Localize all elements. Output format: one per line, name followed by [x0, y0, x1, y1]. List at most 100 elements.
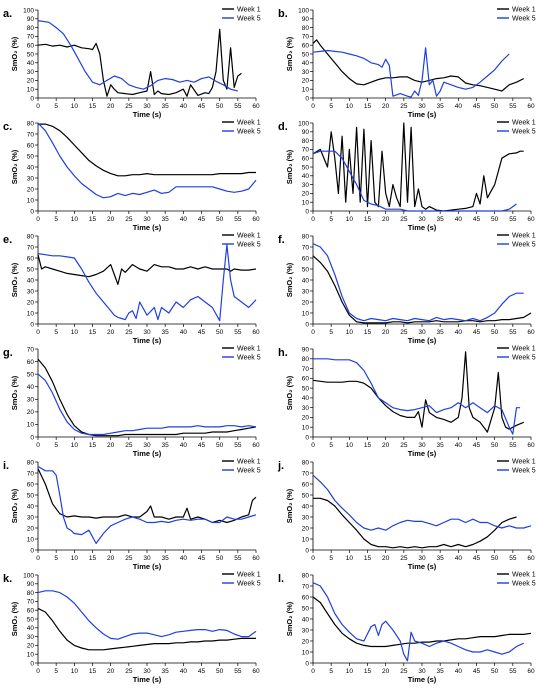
y-tick-label: 0	[30, 660, 34, 667]
x-tick-label: 25	[400, 442, 408, 449]
y-tick-label: 70	[27, 346, 35, 353]
panel-label: c.	[3, 121, 12, 133]
legend-label: Week 1	[237, 459, 261, 466]
y-tick-label: 0	[30, 321, 34, 328]
x-tick-label: 15	[364, 216, 372, 223]
legend-label: Week 5	[237, 242, 261, 249]
y-tick-label: 10	[302, 649, 310, 656]
y-tick-label: 40	[27, 503, 35, 510]
y-tick-label: 70	[302, 147, 310, 154]
y-tick-label: 50	[302, 266, 310, 273]
y-tick-label: 70	[302, 34, 310, 41]
y-tick-label: 20	[302, 525, 310, 532]
series-line-week-1	[312, 351, 524, 433]
x-tick-label: 20	[382, 442, 390, 449]
y-tick-label: 60	[27, 608, 35, 615]
series-line-week-1	[38, 123, 256, 177]
y-tick-label: 0	[30, 208, 34, 215]
y-tick-label: 20	[302, 638, 310, 645]
x-tick-label: 10	[71, 668, 79, 675]
y-tick-label: 10	[302, 310, 310, 317]
x-tick-label: 30	[143, 216, 151, 223]
y-tick-label: 90	[27, 16, 35, 23]
y-tick-label: 0	[30, 434, 34, 441]
series-line-week-5	[312, 150, 517, 212]
y-axis-title: SmO₂ (%)	[10, 262, 19, 297]
x-tick-label: 45	[473, 329, 481, 336]
x-tick-label: 45	[198, 216, 206, 223]
x-tick-label: 10	[71, 216, 79, 223]
x-tick-label: 35	[162, 555, 170, 562]
x-tick-label: 40	[180, 329, 188, 336]
x-axis-title: Time (s)	[408, 449, 437, 458]
x-tick-label: 25	[400, 668, 408, 675]
y-tick-label: 20	[27, 78, 35, 85]
x-tick-label: 10	[346, 442, 354, 449]
panel-label: g.	[3, 347, 13, 359]
legend-label: Week 1	[512, 346, 536, 353]
y-axis-title: SmO₂ (%)	[285, 488, 294, 523]
x-tick-label: 0	[36, 442, 40, 449]
panel-label: h.	[278, 347, 288, 359]
panel-label: l.	[278, 573, 284, 585]
x-tick-label: 15	[89, 442, 97, 449]
legend-label: Week 1	[237, 233, 261, 240]
y-axis-title: SmO₂ (%)	[10, 601, 19, 636]
x-tick-label: 0	[36, 555, 40, 562]
x-tick-label: 5	[329, 668, 333, 675]
x-tick-label: 20	[382, 555, 390, 562]
y-tick-label: 20	[27, 299, 35, 306]
x-tick-label: 30	[418, 555, 426, 562]
y-tick-label: 10	[27, 652, 35, 659]
x-tick-label: 25	[400, 329, 408, 336]
x-tick-label: 50	[216, 555, 224, 562]
y-tick-label: 20	[27, 525, 35, 532]
legend-label: Week 1	[237, 120, 261, 127]
legend-label: Week 5	[512, 468, 536, 475]
x-tick-label: 45	[198, 668, 206, 675]
x-tick-label: 55	[234, 216, 242, 223]
x-tick-label: 5	[54, 668, 58, 675]
legend-label: Week 1	[512, 120, 536, 127]
y-tick-label: 50	[27, 492, 35, 499]
x-tick-label: 30	[143, 668, 151, 675]
y-tick-label: 60	[302, 255, 310, 262]
series-line-week-5	[37, 590, 257, 640]
x-tick-label: 5	[329, 442, 333, 449]
x-tick-label: 25	[125, 442, 133, 449]
y-tick-label: 80	[27, 459, 35, 466]
x-tick-label: 30	[418, 668, 426, 675]
y-tick-label: 0	[305, 321, 309, 328]
x-tick-label: 35	[162, 442, 170, 449]
x-tick-label: 30	[418, 216, 426, 223]
y-axis-title: SmO₂ (%)	[10, 36, 19, 71]
x-tick-label: 60	[252, 329, 260, 336]
panel-label: b.	[278, 8, 288, 20]
x-tick-label: 0	[311, 668, 315, 675]
x-tick-label: 0	[36, 216, 40, 223]
y-tick-label: 50	[302, 605, 310, 612]
x-tick-label: 10	[71, 442, 79, 449]
y-tick-label: 0	[305, 208, 309, 215]
y-tick-label: 30	[27, 288, 35, 295]
y-tick-label: 70	[27, 470, 35, 477]
legend-label: Week 5	[237, 355, 261, 362]
x-tick-label: 0	[36, 103, 40, 110]
y-tick-label: 80	[302, 138, 310, 145]
y-tick-label: 60	[302, 376, 310, 383]
x-tick-label: 45	[473, 103, 481, 110]
x-tick-label: 10	[346, 668, 354, 675]
y-tick-label: 20	[27, 643, 35, 650]
y-tick-label: 30	[27, 175, 35, 182]
y-tick-label: 40	[302, 616, 310, 623]
x-tick-label: 60	[252, 103, 260, 110]
y-tick-label: 70	[27, 34, 35, 41]
x-tick-label: 15	[364, 103, 372, 110]
y-tick-label: 40	[27, 60, 35, 67]
x-tick-label: 30	[143, 103, 151, 110]
x-tick-label: 20	[107, 442, 115, 449]
y-tick-label: 60	[27, 43, 35, 50]
y-tick-label: 50	[27, 371, 35, 378]
x-tick-label: 15	[364, 555, 372, 562]
x-axis-title: Time (s)	[408, 562, 437, 571]
